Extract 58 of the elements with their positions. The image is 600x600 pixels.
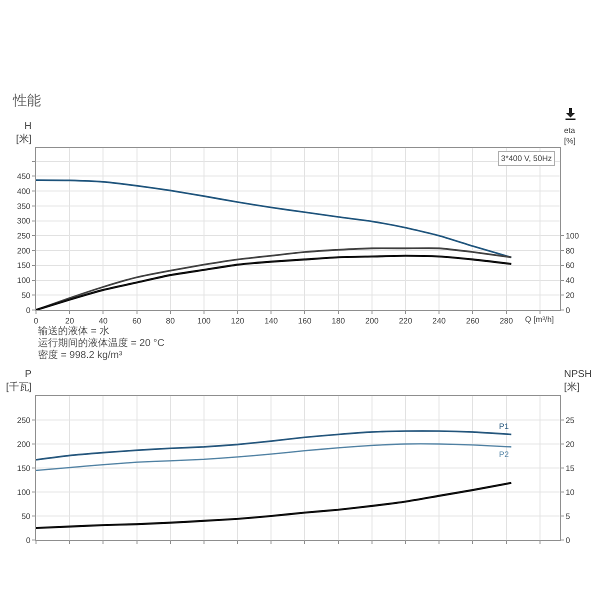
y2-tick-label: 5 (566, 512, 571, 521)
line-series (36, 443, 512, 472)
y-tick-label: 200 (17, 246, 31, 256)
y2-tick-label: 80 (566, 246, 576, 256)
x-tick-label: 280 (500, 316, 514, 326)
text: 密度 = 998.2 kg/m³ (38, 349, 123, 361)
y2-tick-label: 60 (566, 261, 576, 270)
y-tick-label: 400 (17, 186, 31, 196)
series-label: P2 (499, 450, 510, 459)
x-tick-label: 20 (65, 316, 75, 326)
x-tick-label: 260 (466, 316, 480, 326)
line-series (36, 482, 512, 530)
y2-tick-label: 100 (566, 231, 580, 240)
y-tick-label: 150 (17, 261, 31, 270)
text: 输送的液体 = 水 (38, 325, 110, 337)
annotation: 3*400 V, 50Hz (501, 154, 552, 163)
x-tick-label: 200 (365, 316, 380, 326)
x-tick-label: 100 (197, 316, 212, 326)
line-series (36, 430, 512, 461)
series-label: P1 (499, 422, 510, 431)
y-tick-label: 0 (26, 536, 31, 545)
y-tick-label: 300 (17, 216, 31, 226)
y-axis-title: H [米] (16, 121, 32, 145)
y-tick-label: 50 (21, 290, 31, 300)
y-tick-label: 350 (17, 202, 31, 211)
y2-tick-label: 0 (566, 536, 571, 545)
y2-axis-title: eta [%] (564, 126, 576, 146)
y-axis-title: P [千瓦] (6, 369, 32, 393)
y2-axis-title: NPSH [米] (564, 369, 592, 393)
y-tick-label: 450 (17, 172, 31, 182)
y2-tick-label: 20 (566, 440, 576, 449)
y-tick-label: 100 (17, 488, 31, 497)
y-tick-label: 150 (17, 464, 31, 473)
x-tick-label: 0 (34, 316, 39, 326)
text: 运行期间的液体温度 = 20 °C (38, 337, 165, 349)
x-axis-title: Q [m³/h] (525, 315, 554, 324)
x-tick-label: 240 (432, 316, 446, 326)
y2-tick-label: 20 (566, 290, 576, 300)
y-tick-label: 250 (17, 416, 31, 425)
x-tick-label: 180 (332, 316, 346, 326)
x-tick-label: 220 (398, 316, 413, 326)
x-tick-label: 160 (298, 316, 312, 326)
y-tick-label: 250 (17, 231, 31, 240)
x-tick-label: 140 (264, 316, 278, 326)
x-tick-label: 60 (132, 316, 142, 326)
y-tick-label: 50 (21, 512, 31, 521)
x-tick-label: 120 (230, 316, 245, 326)
y2-tick-label: 10 (566, 488, 576, 497)
x-tick-label: 40 (98, 316, 108, 326)
y-tick-label: 200 (17, 440, 31, 449)
y2-tick-label: 15 (566, 464, 576, 473)
x-tick-label: 80 (166, 316, 176, 326)
y-tick-label: 100 (17, 276, 31, 286)
y2-tick-label: 25 (566, 416, 576, 425)
y2-tick-label: 40 (566, 276, 576, 286)
chart-title: 性能 (12, 92, 41, 108)
y2-tick-label: 0 (566, 306, 571, 315)
y-tick-label: 0 (26, 306, 31, 315)
